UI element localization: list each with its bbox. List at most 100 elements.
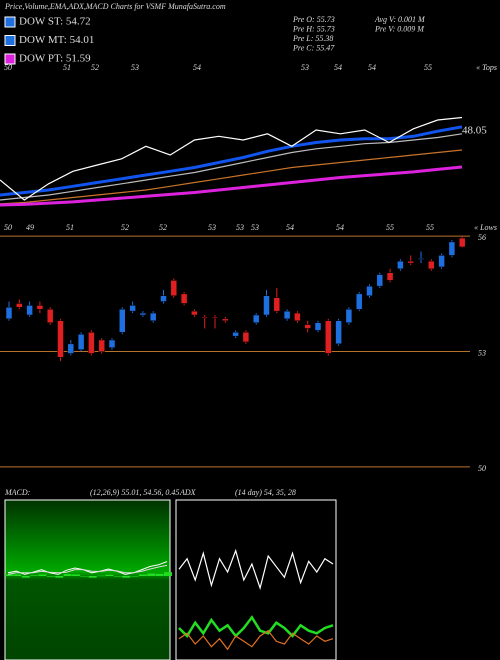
candle-body: [180, 293, 188, 304]
macd-bar: [5, 574, 13, 576]
lows-label: 52: [159, 223, 167, 232]
candle-body: [36, 305, 44, 310]
macd-bar: [105, 574, 114, 576]
macd-bar: [63, 574, 72, 576]
candle-body: [242, 332, 250, 343]
info-text: Avg V: 0.001 M: [374, 15, 426, 24]
candle-body: [325, 320, 332, 354]
info-text: Pre C: 55.47: [292, 43, 335, 52]
info-text: Pre L: 55.38: [292, 34, 333, 43]
candle-body: [417, 258, 425, 260]
y-tick-label: 53: [478, 348, 486, 357]
candle-body: [108, 339, 116, 348]
candle-body: [149, 312, 157, 322]
candle-body: [252, 314, 260, 323]
line: [0, 149, 463, 205]
tops-label: 50: [4, 63, 12, 72]
candle-body: [5, 307, 13, 320]
candle-body: [57, 320, 64, 358]
candle-body: [170, 280, 178, 297]
lows-label: 51: [66, 223, 74, 232]
y-tick-label: 50: [478, 464, 486, 473]
line: [178, 615, 334, 638]
candle-body: [160, 295, 167, 302]
candle-body: [77, 333, 85, 350]
candle-body: [335, 320, 342, 345]
tops-tag: « Tops: [476, 63, 497, 72]
macd-bar: [13, 574, 22, 576]
tops-label: 51: [63, 63, 71, 72]
candle-body: [232, 332, 239, 337]
candle-body: [366, 285, 373, 297]
legend-label: DOW PT: 51.59: [19, 53, 91, 65]
candle-body: [263, 295, 270, 316]
line: [0, 165, 463, 207]
lows-label: 52: [121, 223, 129, 232]
tops-label: 54: [193, 63, 201, 72]
candle-body: [407, 260, 414, 264]
line: [178, 629, 334, 651]
candle-body: [201, 316, 208, 319]
macd-bar: [30, 575, 39, 576]
candle-body: [345, 308, 353, 323]
candle-body: [119, 308, 126, 333]
candle-body: [129, 305, 136, 312]
panel-subtitle: (12,26,9) 55.01, 54.56, 0.45: [90, 488, 179, 497]
candle-body: [304, 324, 311, 329]
candle-body: [314, 322, 322, 331]
line: [7, 564, 168, 575]
candle-body: [355, 293, 363, 310]
candle-body: [139, 312, 147, 316]
info-text: Pre H: 55.73: [292, 24, 335, 33]
candle-body: [88, 332, 95, 354]
macd-bar: [113, 576, 122, 577]
lows-label: 54: [286, 223, 294, 232]
candle-body: [273, 297, 281, 312]
candle-body: [46, 308, 54, 323]
candle-body: [26, 305, 33, 316]
macd-bar: [130, 576, 139, 577]
line: [0, 133, 463, 201]
lows-tag: « Lows: [474, 223, 497, 232]
lows-label: 55: [426, 223, 434, 232]
candle-body: [67, 343, 75, 354]
candle-body: [448, 241, 456, 256]
candle-body: [98, 339, 105, 352]
y-tick-label: 56: [478, 233, 486, 242]
macd-bar: [122, 576, 131, 578]
tops-label: 53: [131, 63, 139, 72]
panel-title: ADX: [179, 488, 197, 497]
candle-body: [191, 310, 198, 316]
legend-swatch: [4, 35, 16, 46]
panel: [4, 499, 171, 660]
candle-body: [294, 312, 301, 322]
tops-label: 55: [424, 63, 432, 72]
candle-body: [222, 318, 229, 322]
candle-body: [428, 260, 435, 270]
macd-bar: [164, 572, 172, 576]
tops-label: 52: [91, 63, 99, 72]
lows-label: 53: [251, 223, 259, 232]
candle-body: [386, 272, 394, 281]
legend-swatch: [4, 53, 16, 65]
legend-label: DOW ST: 54.72: [19, 16, 91, 28]
annotation: 48.05: [462, 125, 487, 137]
panel-subtitle: (14 day) 54, 35, 28: [235, 488, 296, 497]
panel: [175, 499, 337, 660]
line: [178, 548, 334, 591]
chart-title: Price,Volume,EMA,ADX,MACD Charts for VSM…: [4, 2, 226, 11]
candle-body: [397, 260, 404, 270]
macd-bar: [38, 574, 47, 576]
lows-label: 53: [208, 223, 216, 232]
tops-label: 54: [334, 63, 342, 72]
macd-bar: [55, 576, 64, 578]
line: [0, 125, 463, 197]
candle-body: [376, 274, 384, 287]
lows-label: 50: [4, 223, 12, 232]
lows-label: 54: [336, 223, 344, 232]
macd-bar: [88, 576, 97, 578]
macd-bar: [80, 576, 89, 577]
macd-bar: [155, 573, 164, 576]
